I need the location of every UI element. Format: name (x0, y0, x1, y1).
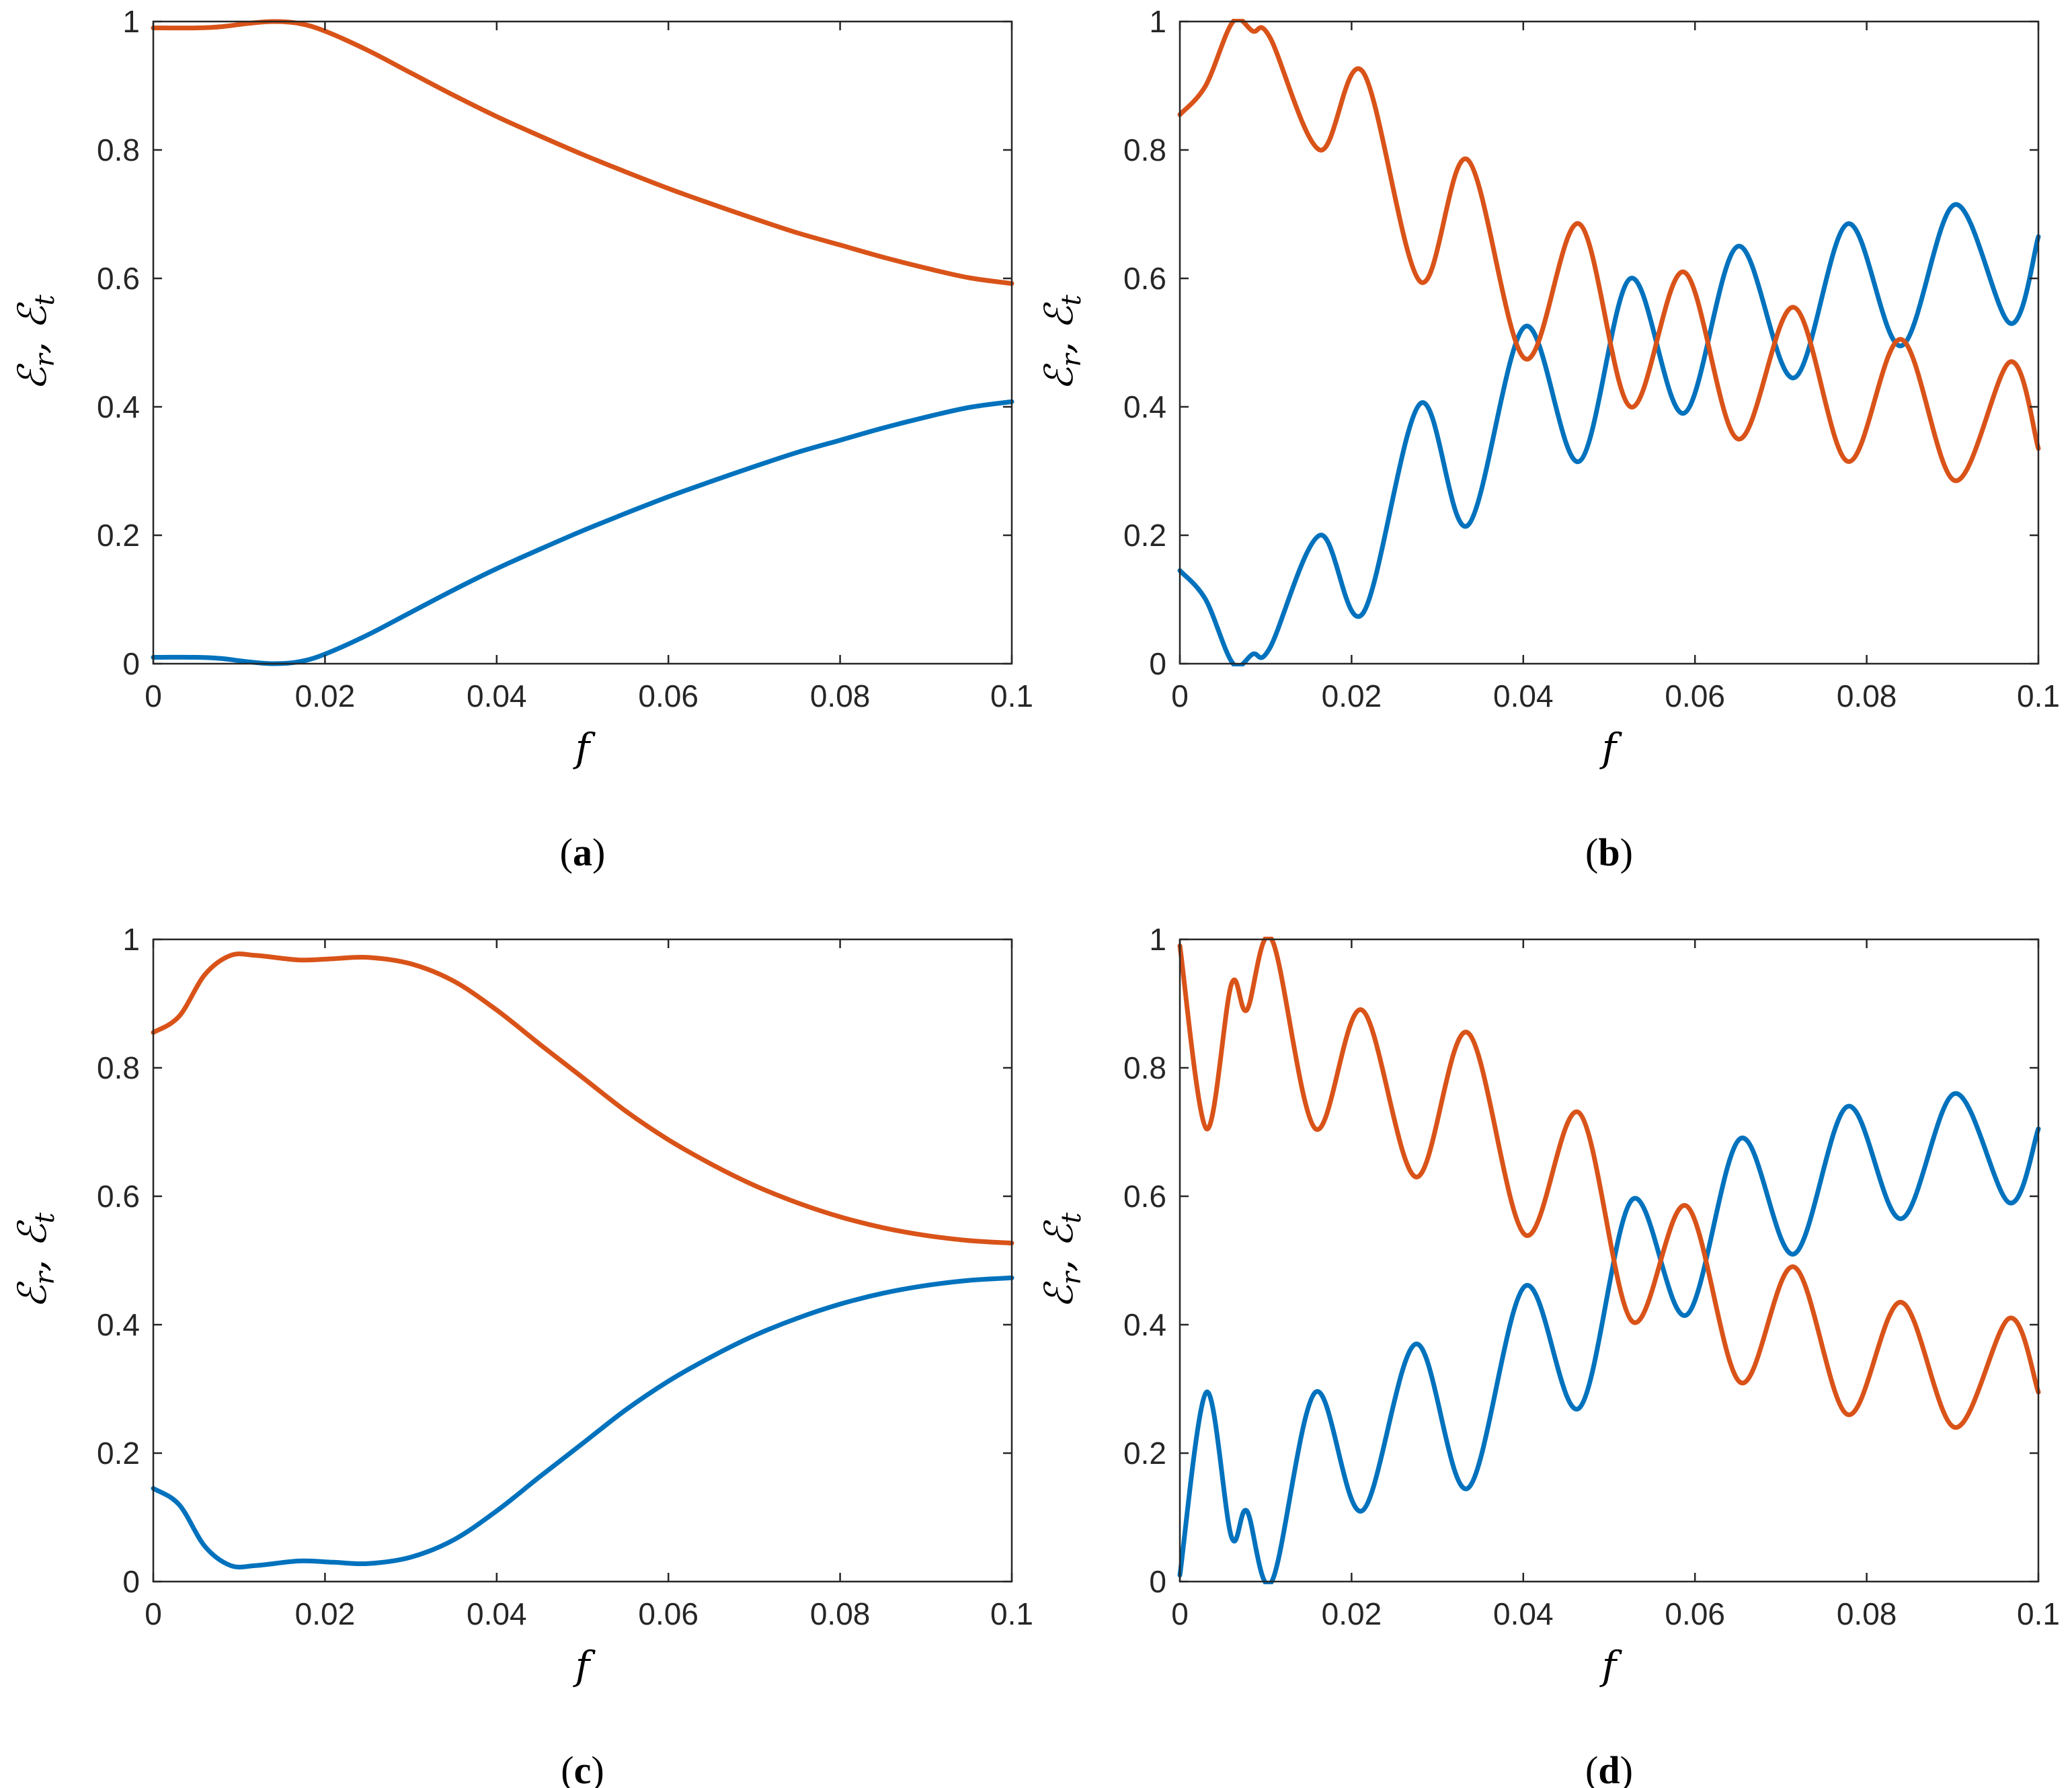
y-tick-label: 0.8 (97, 1050, 140, 1085)
x-tick-label: 0.1 (990, 678, 1033, 713)
x-tick-label: 0.04 (1493, 1596, 1554, 1631)
panel-label: (b) (1585, 830, 1633, 874)
x-tick-label: 0 (145, 1596, 162, 1631)
y-tick-label: 0.4 (1123, 389, 1166, 424)
series-line-orange (151, 19, 1014, 286)
x-tick-label: 0.08 (1837, 1596, 1897, 1631)
y-tick-label: 0.6 (1123, 261, 1166, 296)
y-tick-label: 0.2 (1123, 518, 1166, 553)
y-axis-label: ℰr, ℰt (1036, 294, 1087, 390)
x-tick-label: 0.04 (467, 678, 527, 713)
x-tick-label: 0.1 (2017, 678, 2060, 713)
series-line-blue (151, 1275, 1014, 1569)
y-axis-label: ℰr, ℰt (9, 294, 61, 390)
panel-a: 0 0.02 0.04 0.06 0.08 0.1 0 0.2 0.4 0.6 0.8 1 f ℰr, ℰ… (9, 4, 1033, 874)
x-tick-label: 0 (1171, 678, 1189, 713)
y-tick-label: 0.8 (1123, 1050, 1166, 1085)
x-tick-label: 0.08 (810, 1596, 871, 1631)
x-tick-label: 0.06 (1665, 678, 1725, 713)
y-axis-label: ℰr, ℰt (1036, 1212, 1087, 1308)
y-tick-label: 1 (122, 922, 140, 957)
x-tick-label: 0.02 (295, 1596, 356, 1631)
x-tick-label: 0.06 (638, 678, 699, 713)
y-tick-label: 1 (1149, 922, 1166, 957)
y-tick-label: 0.8 (1123, 132, 1166, 167)
y-tick-label: 0.8 (97, 132, 140, 167)
x-axis-label: f (573, 725, 596, 771)
panel-c: 0 0.02 0.04 0.06 0.08 0.1 0 0.2 0.4 0.6 0.8 1 f ℰr, ℰ… (9, 922, 1033, 1788)
y-tick-label: 0.4 (1123, 1307, 1166, 1342)
axes-box (152, 938, 1013, 1583)
x-tick-label: 0.1 (2017, 1596, 2060, 1631)
axes-box (152, 20, 1013, 665)
series-line-blue (151, 399, 1014, 666)
series-line-orange (151, 951, 1014, 1246)
series-line-orange (1177, 19, 2041, 483)
y-tick-label: 0 (122, 1564, 140, 1599)
x-tick-label: 0.06 (638, 1596, 699, 1631)
axes-box (1179, 938, 2040, 1583)
x-tick-label: 0.08 (810, 678, 871, 713)
y-tick-label: 0.2 (1123, 1436, 1166, 1471)
x-tick-label: 0 (145, 678, 162, 713)
y-tick-label: 1 (1149, 4, 1166, 39)
y-tick-label: 0.2 (97, 1436, 140, 1471)
series-line-blue (1177, 1091, 2041, 1584)
y-tick-label: 0.6 (1123, 1179, 1166, 1214)
y-tick-label: 0.4 (97, 389, 140, 424)
y-tick-label: 0.6 (97, 1179, 140, 1214)
y-tick-label: 1 (122, 4, 140, 39)
panel-b: 0 0.02 0.04 0.06 0.08 0.1 0 0.2 0.4 0.6 0.8 1 f ℰr, ℰ… (1036, 4, 2060, 874)
panel-label: (d) (1585, 1748, 1633, 1788)
series-line-orange (1177, 937, 2041, 1430)
y-tick-label: 0.4 (97, 1307, 140, 1342)
y-tick-label: 0.6 (97, 261, 140, 296)
panel-label: (c) (561, 1748, 604, 1788)
y-tick-label: 0 (1149, 1564, 1166, 1599)
series-line-blue (1177, 202, 2041, 666)
x-tick-label: 0.02 (295, 678, 356, 713)
x-tick-label: 0.06 (1665, 1596, 1725, 1631)
axes-box (1179, 20, 2040, 665)
y-tick-label: 0.2 (97, 518, 140, 553)
x-tick-label: 0.02 (1322, 1596, 1382, 1631)
y-axis-label: ℰr, ℰt (9, 1212, 61, 1308)
x-tick-label: 0.08 (1837, 678, 1897, 713)
x-axis-label: f (573, 1643, 596, 1688)
x-axis-label: f (1599, 1643, 1623, 1688)
y-tick-label: 0 (1149, 646, 1166, 681)
x-tick-label: 0.02 (1322, 678, 1382, 713)
y-tick-label: 0 (122, 646, 140, 681)
x-tick-label: 0.1 (990, 1596, 1033, 1631)
x-tick-label: 0.04 (1493, 678, 1554, 713)
panel-d: 0 0.02 0.04 0.06 0.08 0.1 0 0.2 0.4 0.6 0.8 1 f ℰr, ℰ… (1036, 922, 2060, 1788)
x-tick-label: 0.04 (467, 1596, 527, 1631)
panel-label: (a) (560, 830, 606, 874)
x-axis-label: f (1599, 725, 1623, 771)
x-tick-label: 0 (1171, 1596, 1189, 1631)
